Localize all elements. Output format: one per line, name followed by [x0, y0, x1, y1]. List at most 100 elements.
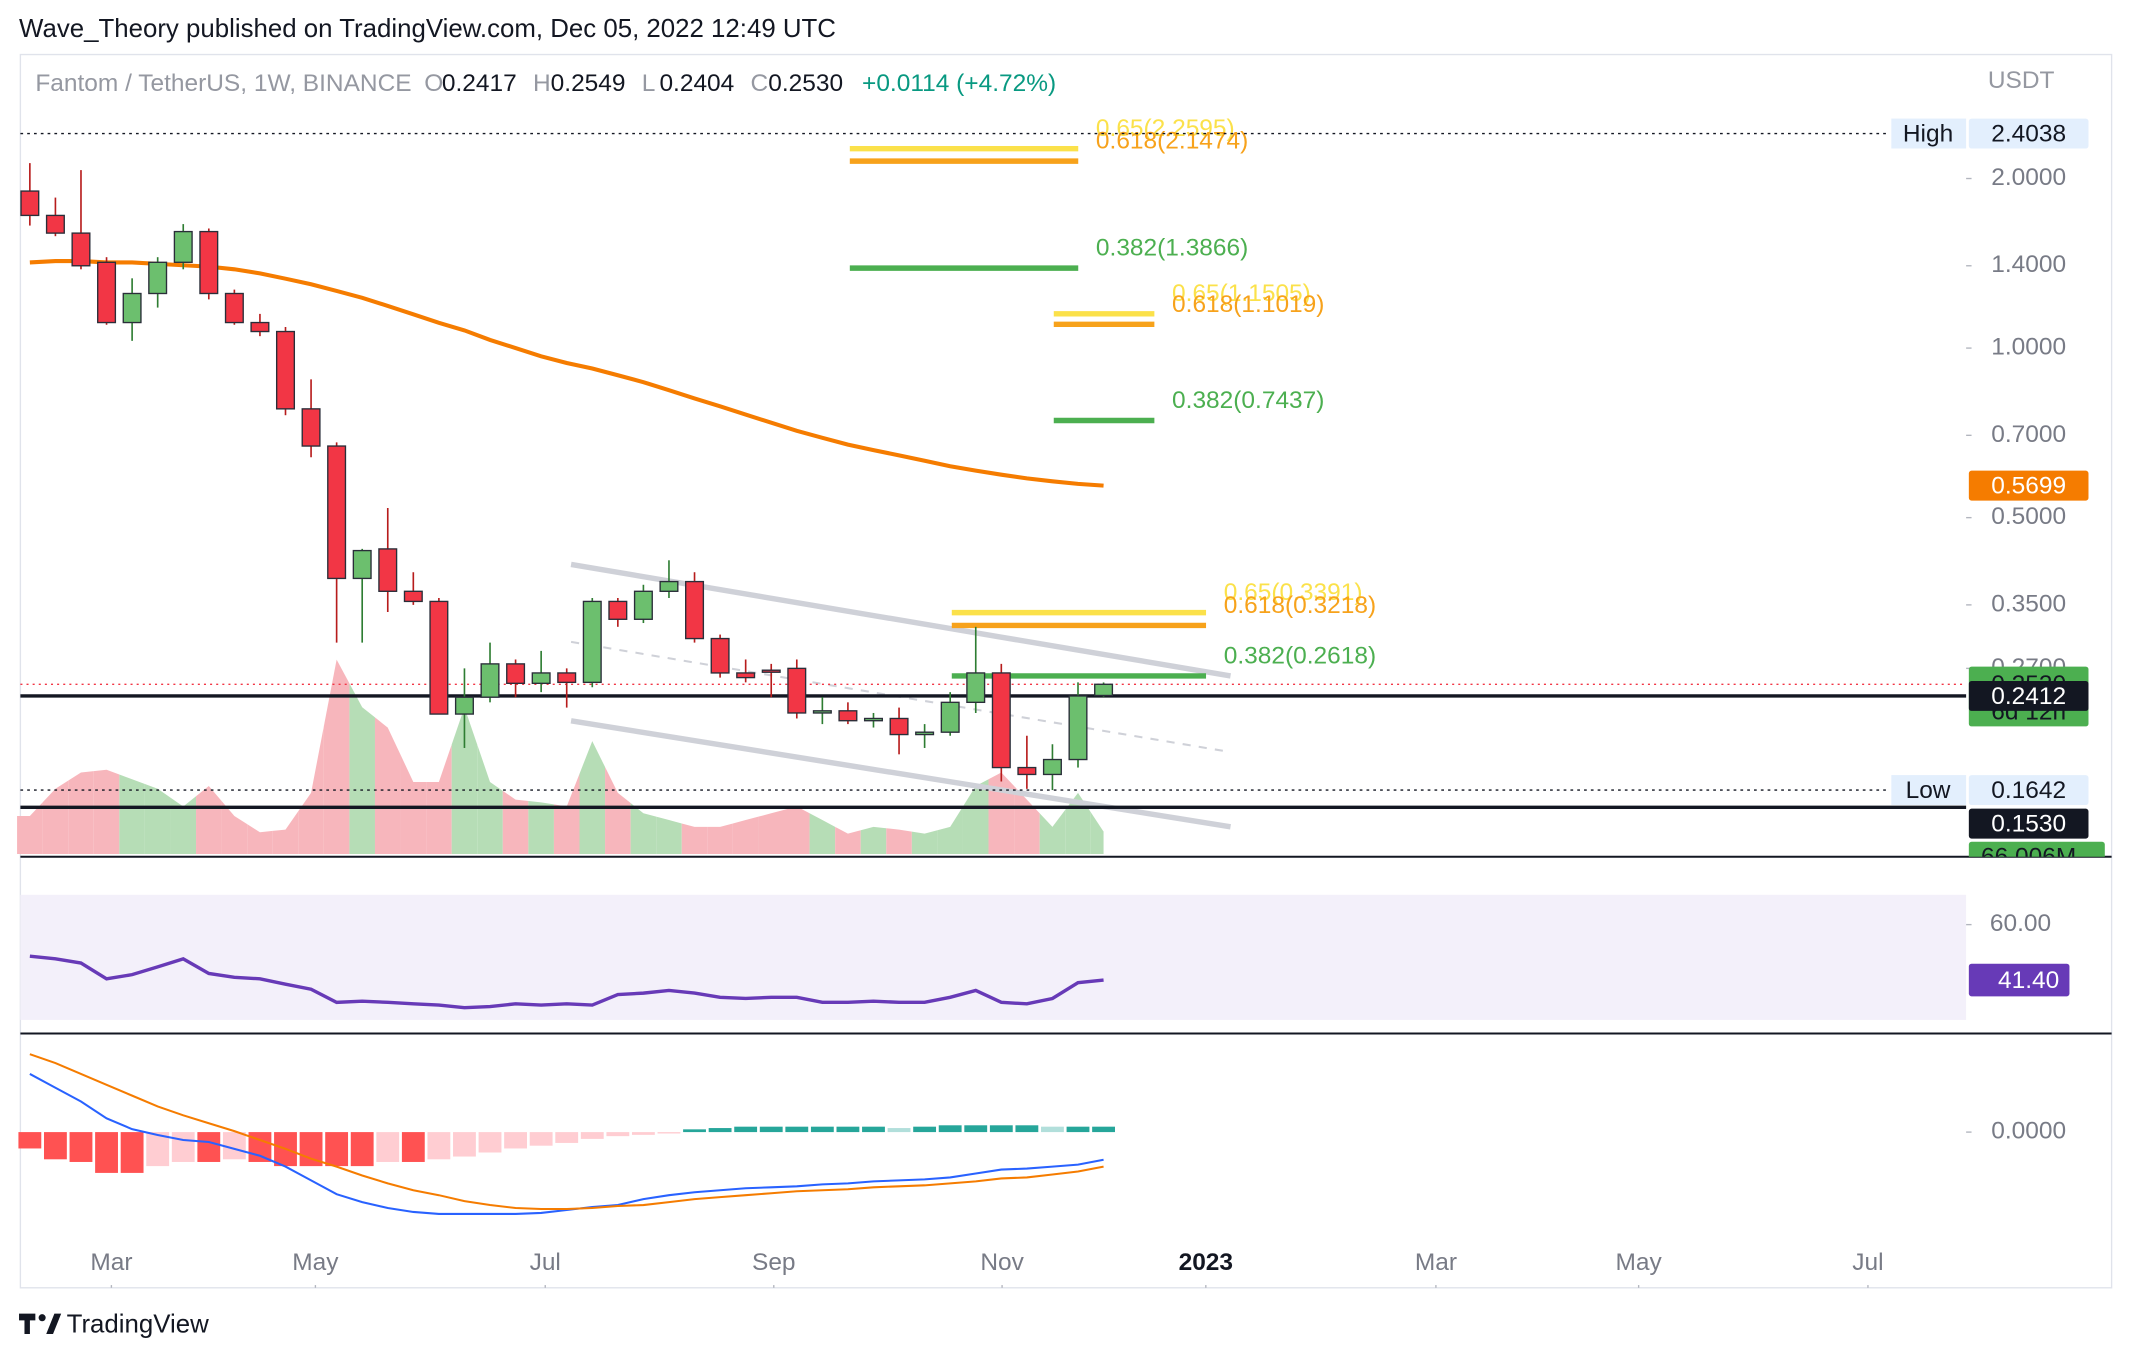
macd-histogram	[887, 1128, 911, 1133]
volume-area	[400, 754, 427, 855]
line-badge-text: 0.2412	[1991, 683, 2066, 710]
legend-label: H	[533, 70, 551, 97]
legend-value: 0.2530	[768, 70, 843, 97]
macd-histogram	[478, 1132, 502, 1153]
ema-badge-text: 0.5699	[1991, 472, 2066, 499]
candle-body	[454, 696, 474, 715]
volume-area	[860, 826, 887, 855]
macd-histogram	[1092, 1126, 1115, 1133]
x-tick-label: Mar	[90, 1249, 132, 1276]
candle-body	[991, 672, 1011, 769]
volume-area	[298, 726, 324, 855]
candle-body	[608, 600, 628, 620]
x-tick-label: Nov	[980, 1249, 1024, 1276]
level-tag: Low	[1906, 777, 1951, 804]
candle-body	[224, 292, 244, 324]
volume-badge-box	[1968, 841, 2105, 857]
macd-histogram	[43, 1132, 67, 1160]
fib-label: 0.382(0.7437)	[1172, 387, 1324, 414]
volume-area	[451, 707, 478, 855]
macd-tick-label: 0.0000	[1991, 1118, 2066, 1145]
x-tick-label: Jul	[530, 1249, 561, 1276]
header: Wave_Theory published on TradingView.com…	[19, 15, 836, 43]
legend-change: +0.0114 (+4.72%)	[862, 70, 1056, 97]
frame	[19, 53, 2113, 1289]
candle-body	[710, 637, 730, 674]
macd-histogram	[325, 1132, 349, 1167]
volume-area	[93, 769, 120, 855]
candle-body	[45, 214, 65, 234]
volume-area	[784, 806, 810, 855]
volume-area	[221, 801, 248, 855]
fib-label: 0.618(2.1474)	[1096, 128, 1248, 155]
volume-badge: 66.006M	[1968, 841, 2105, 857]
volume-area	[272, 811, 299, 855]
level-badge-box	[1968, 775, 2089, 805]
macd-histogram	[606, 1132, 630, 1137]
volume-area	[196, 786, 222, 855]
candle-body	[20, 190, 40, 217]
fib-label: 0.382(0.2618)	[1224, 642, 1376, 669]
candle-body	[940, 701, 960, 733]
volume-area	[247, 824, 273, 855]
logo-dot	[38, 1314, 46, 1322]
volume-area	[707, 823, 733, 855]
candle-body	[1094, 683, 1114, 697]
volume-area	[17, 802, 43, 855]
macd-histogram	[964, 1125, 988, 1133]
volume-area	[962, 779, 989, 855]
volume-area	[323, 659, 350, 855]
volume-area	[656, 816, 682, 855]
ema-badge-box	[1968, 470, 2089, 501]
candle-body	[531, 672, 551, 684]
level-tag: High	[1903, 120, 1953, 147]
candle-body	[71, 232, 91, 267]
volume-area	[886, 828, 912, 855]
rsi-badge-text: 41.40	[1998, 967, 2059, 994]
rsi-badge-box	[1968, 963, 2070, 997]
fib-label: 0.382(1.3866)	[1096, 235, 1248, 262]
x-tick-label: Mar	[1415, 1249, 1457, 1276]
legend-value: 0.2417	[442, 70, 517, 97]
macd-histogram	[69, 1132, 93, 1162]
currency: USDT	[1988, 67, 2055, 94]
macd-histogram	[657, 1132, 681, 1134]
macd-histogram	[836, 1126, 860, 1133]
candle-body	[787, 667, 807, 714]
macd-histogram	[146, 1132, 170, 1167]
macd-histogram	[938, 1125, 962, 1133]
brand-logo	[19, 1313, 62, 1335]
volume-area	[426, 744, 452, 855]
rsi-badge: 41.40	[1968, 963, 2070, 997]
fib-label: 0.65(0.3391)	[1224, 579, 1363, 606]
channel-upper	[570, 561, 1231, 679]
main-layer: 2.00001.40001.00000.70000.50000.35000.27…	[18, 70, 2105, 1288]
fib-label: 0.65(2.2595)	[1096, 115, 1235, 142]
y-tick-label: 2.0000	[1991, 164, 2066, 191]
macd-histogram	[222, 1132, 246, 1160]
macd-histogram	[376, 1132, 400, 1162]
candle-body	[506, 663, 526, 684]
macd-histogram	[631, 1132, 655, 1135]
y-tick-label: 0.7000	[1991, 421, 2066, 448]
candle-body	[173, 230, 193, 263]
level-badge-box	[1968, 118, 2089, 149]
level-tag-box	[1891, 118, 1967, 149]
candle-body	[480, 663, 500, 698]
candle-body	[863, 717, 884, 722]
macd-histogram	[785, 1126, 809, 1133]
volume-area	[911, 830, 938, 855]
y-tick-label: 0.3500	[1991, 590, 2066, 617]
volume-area	[68, 771, 94, 855]
candle-body	[966, 672, 986, 704]
line-badge: 0.2412	[1968, 681, 2089, 711]
volume-area	[681, 823, 708, 855]
volume-area	[988, 772, 1015, 855]
rsi-tick-label: 60.00	[1990, 910, 2051, 937]
macd-signal-line	[29, 1053, 1104, 1211]
volume-layer	[17, 659, 1104, 855]
line-badge-box	[1968, 808, 2089, 839]
volume-area	[605, 767, 631, 855]
x-tick-label: May	[1616, 1249, 1663, 1276]
